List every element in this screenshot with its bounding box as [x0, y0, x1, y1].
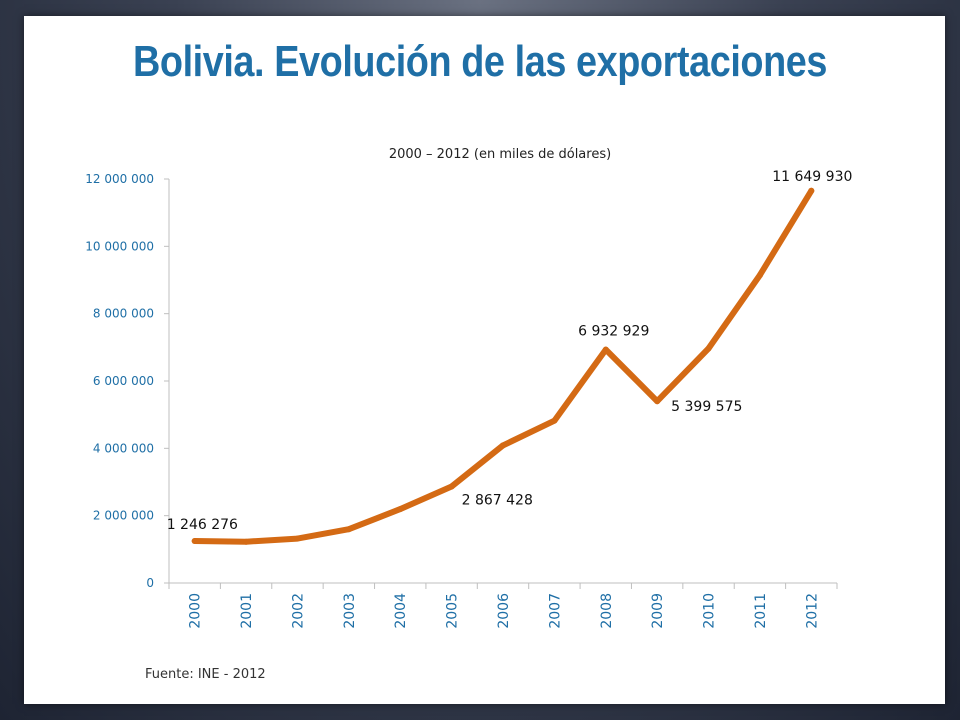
data-label: 6 932 929 — [578, 324, 649, 340]
y-tick-label: 0 — [146, 576, 154, 590]
y-tick-label: 2 000 000 — [93, 509, 154, 523]
data-point — [602, 346, 609, 353]
x-tick-label: 2004 — [393, 593, 409, 629]
y-tick-label: 12 000 000 — [85, 172, 154, 186]
x-tick-label: 2000 — [188, 593, 204, 629]
slide — [24, 16, 945, 704]
data-point — [448, 483, 455, 490]
y-tick-label: 8 000 000 — [93, 307, 154, 321]
data-point — [294, 535, 301, 542]
data-point — [705, 345, 712, 352]
x-tick-label: 2008 — [599, 593, 615, 629]
series-line-exports — [191, 187, 815, 545]
data-point — [551, 417, 558, 424]
y-tick-label: 10 000 000 — [85, 239, 154, 253]
x-tick-label: 2011 — [753, 593, 769, 629]
data-point — [756, 272, 763, 279]
chart-title: 2000 – 2012 (en miles de dólares) — [389, 147, 611, 162]
data-label: 5 399 575 — [671, 399, 742, 415]
data-point — [243, 538, 250, 545]
source-note: Fuente: INE - 2012 — [145, 667, 266, 682]
x-tick-label: 2003 — [342, 593, 358, 629]
slide-title: Bolivia. Evolución de las exportaciones — [132, 37, 827, 86]
x-tick-label: 2005 — [445, 593, 461, 629]
data-point — [397, 506, 404, 513]
data-point — [654, 398, 661, 405]
x-tick-label: 2012 — [804, 593, 820, 629]
y-tick-label: 4 000 000 — [93, 441, 154, 455]
data-label: 11 649 930 — [772, 169, 852, 185]
x-tick-label: 2010 — [702, 593, 718, 629]
x-tick-label: 2001 — [239, 593, 255, 629]
data-point — [500, 442, 506, 449]
data-point — [191, 538, 198, 545]
data-point — [345, 526, 352, 533]
x-tick-label: 2006 — [496, 593, 512, 629]
data-point — [808, 187, 815, 194]
x-tick-label: 2002 — [290, 593, 306, 629]
x-tick-label: 2009 — [650, 593, 666, 629]
data-label: 1 246 276 — [167, 517, 238, 533]
y-tick-label: 6 000 000 — [93, 374, 154, 388]
data-label: 2 867 428 — [462, 492, 533, 508]
x-tick-label: 2007 — [547, 593, 563, 629]
